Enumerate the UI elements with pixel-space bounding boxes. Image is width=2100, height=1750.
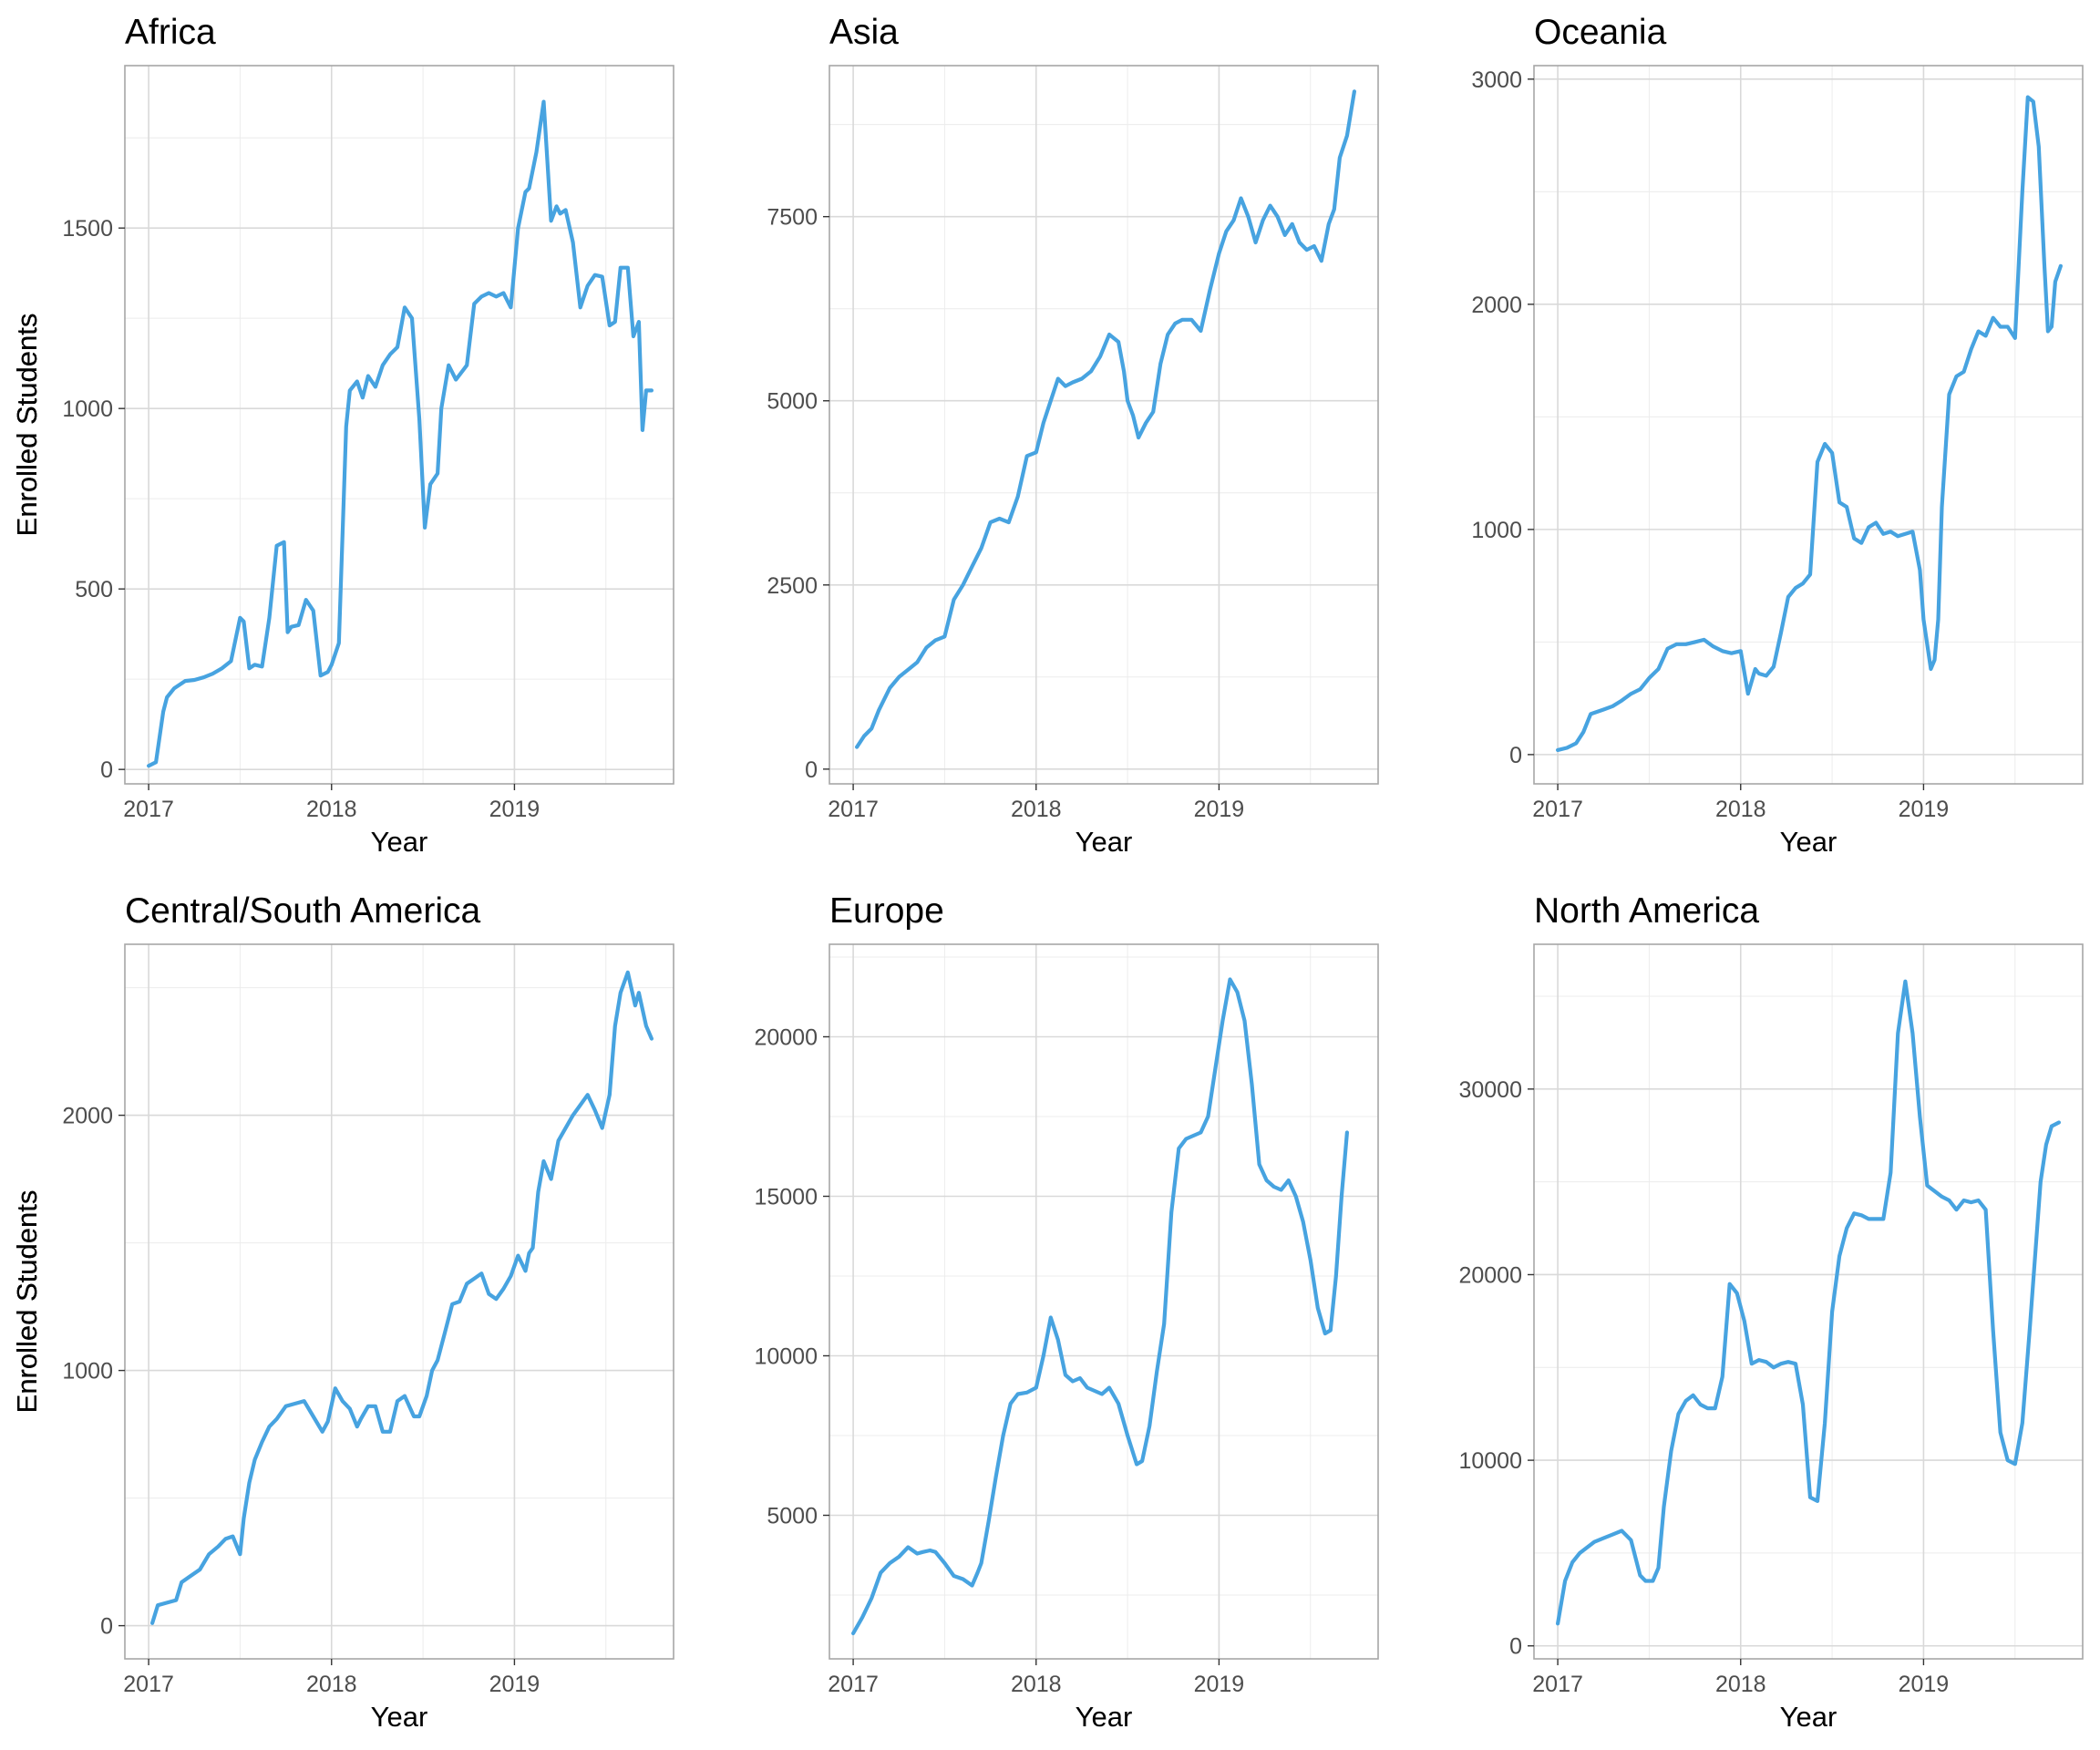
panel-border bbox=[1533, 943, 2084, 1660]
panel-oceania: 0 1000 2000 3000 2017 2018 2019 Oceania Year Enro… bbox=[11, 13, 2084, 858]
y-tick-label: 2000 bbox=[1471, 293, 1522, 318]
y-tick-label: 1000 bbox=[1471, 518, 1522, 543]
x-tick-label: 2019 bbox=[489, 1672, 540, 1697]
panel-title: Asia bbox=[829, 13, 899, 52]
y-tick-label: 2500 bbox=[767, 573, 818, 599]
panel-border bbox=[124, 65, 674, 785]
x-tick-label: 2017 bbox=[828, 797, 879, 822]
panel-border bbox=[829, 943, 1379, 1660]
panel-title: Central/South America bbox=[125, 891, 481, 931]
y-tick-label: 0 bbox=[1509, 1634, 1522, 1660]
x-tick-label: 2018 bbox=[306, 797, 357, 822]
y-axis-title: Enrolled Students bbox=[11, 314, 43, 537]
panel-central-south-america: 0 1000 2000 2017 2018 2019 Central/South Ameri… bbox=[11, 891, 674, 1733]
x-tick-label: 2019 bbox=[1899, 797, 1950, 822]
x-tick-label: 2018 bbox=[1011, 1672, 1062, 1697]
x-tick-label: 2019 bbox=[489, 797, 540, 822]
panel-border bbox=[124, 943, 674, 1660]
x-tick-label: 2017 bbox=[1532, 797, 1583, 822]
y-tick-label: 0 bbox=[100, 757, 113, 783]
y-tick-label: 15000 bbox=[754, 1185, 818, 1210]
y-tick-label: 5000 bbox=[767, 1504, 818, 1529]
y-tick-label: 3000 bbox=[1471, 67, 1522, 93]
x-tick-label: 2017 bbox=[828, 1672, 879, 1697]
y-tick-label: 30000 bbox=[1458, 1077, 1522, 1103]
y-tick-label: 1500 bbox=[62, 216, 113, 242]
y-tick-label: 2000 bbox=[62, 1104, 113, 1129]
panel-title: Africa bbox=[125, 13, 216, 52]
y-tick-label: 20000 bbox=[754, 1025, 818, 1051]
series-line-europe bbox=[851, 977, 1349, 1636]
panel-title: North America bbox=[1534, 891, 1759, 931]
panel-border bbox=[1533, 65, 2084, 785]
x-tick-label: 2017 bbox=[1532, 1672, 1583, 1697]
x-axis-title: Year bbox=[1076, 1701, 1133, 1733]
series-line-oceania bbox=[1556, 95, 2063, 752]
y-tick-label: 10000 bbox=[1458, 1448, 1522, 1474]
x-tick-label: 2018 bbox=[1715, 1672, 1766, 1697]
x-tick-label: 2018 bbox=[1715, 797, 1766, 822]
y-axis-title: Enrolled Students bbox=[11, 314, 43, 537]
y-axis-title: Enrolled Students bbox=[11, 1190, 43, 1414]
y-axis-title: Enrolled Students bbox=[11, 314, 43, 537]
x-axis-title: Year bbox=[371, 826, 428, 858]
y-tick-label: 20000 bbox=[1458, 1262, 1522, 1288]
series-line-north-america bbox=[1556, 979, 2061, 1626]
y-tick-label: 500 bbox=[75, 577, 113, 602]
y-tick-label: 0 bbox=[1509, 743, 1522, 768]
panel-border bbox=[829, 65, 1379, 785]
x-axis-title: Year bbox=[371, 1701, 428, 1733]
y-tick-label: 10000 bbox=[754, 1344, 818, 1370]
y-tick-label: 5000 bbox=[767, 389, 818, 415]
y-tick-label: 1000 bbox=[62, 396, 113, 422]
panel-title: Europe bbox=[829, 891, 944, 931]
y-tick-label: 7500 bbox=[767, 205, 818, 231]
x-tick-label: 2019 bbox=[1194, 1672, 1245, 1697]
x-tick-label: 2018 bbox=[1011, 797, 1062, 822]
y-axis-title: Enrolled Students bbox=[11, 1190, 43, 1414]
x-tick-label: 2019 bbox=[1899, 1672, 1950, 1697]
x-tick-label: 2017 bbox=[123, 1672, 174, 1697]
series-line-asia bbox=[855, 89, 1356, 749]
series-line-central-south-america bbox=[150, 970, 654, 1625]
x-tick-label: 2018 bbox=[306, 1672, 357, 1697]
y-tick-label: 0 bbox=[100, 1614, 113, 1640]
x-axis-title: Year bbox=[1780, 826, 1838, 858]
y-axis-title: Enrolled Students bbox=[11, 1190, 43, 1414]
x-tick-label: 2019 bbox=[1194, 797, 1245, 822]
x-axis-title: Year bbox=[1076, 826, 1133, 858]
series-line-africa bbox=[147, 99, 654, 768]
panel-africa: 0 500 1000 1500 2017 2018 2019 Africa Year Enroll… bbox=[11, 13, 674, 858]
x-tick-label: 2017 bbox=[123, 797, 174, 822]
panel-title: Oceania bbox=[1534, 13, 1667, 52]
x-axis-title: Year bbox=[1780, 1701, 1838, 1733]
y-tick-label: 1000 bbox=[62, 1359, 113, 1385]
y-tick-label: 0 bbox=[805, 757, 818, 783]
